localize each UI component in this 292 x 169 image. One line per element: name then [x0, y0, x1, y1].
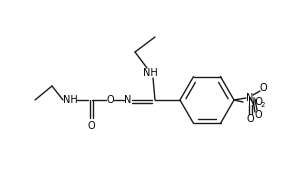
- Text: O: O: [106, 95, 114, 105]
- Text: O: O: [246, 114, 254, 124]
- Text: NO: NO: [248, 97, 263, 107]
- Text: 2: 2: [261, 102, 265, 108]
- Text: N: N: [124, 95, 132, 105]
- Text: O: O: [254, 110, 262, 120]
- Text: NH: NH: [142, 68, 157, 78]
- Text: N: N: [246, 93, 254, 103]
- Text: NH: NH: [62, 95, 77, 105]
- Text: O: O: [87, 121, 95, 131]
- Text: O: O: [259, 83, 267, 93]
